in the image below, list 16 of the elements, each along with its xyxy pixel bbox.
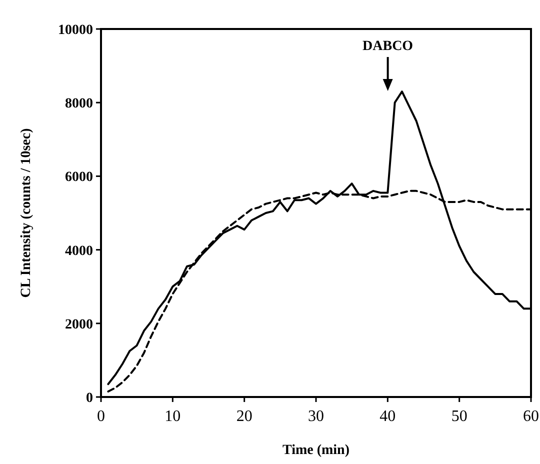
x-tick-label: 20 bbox=[236, 408, 252, 425]
y-tick-label: 8000 bbox=[65, 96, 93, 112]
x-tick-label: 10 bbox=[164, 408, 181, 425]
y-tick-label: 4000 bbox=[65, 244, 93, 259]
annotation: DABCO bbox=[362, 39, 414, 54]
x-axis-title: Time (min) bbox=[282, 443, 350, 458]
x-tick-label: 50 bbox=[451, 408, 468, 425]
x-tick-label: 0 bbox=[97, 408, 105, 425]
x-tick-label: 40 bbox=[380, 408, 396, 425]
y-tick-label: 6000 bbox=[65, 170, 93, 186]
y-axis-title: CL Intensity (counts / 10sec) bbox=[19, 128, 34, 298]
x-tick-label: 60 bbox=[523, 408, 539, 425]
y-tick-label: 0 bbox=[86, 391, 93, 406]
x-tick-label: 30 bbox=[308, 408, 324, 425]
y-tick-label: 2000 bbox=[65, 317, 93, 332]
y-tick-label: 10000 bbox=[58, 23, 93, 38]
